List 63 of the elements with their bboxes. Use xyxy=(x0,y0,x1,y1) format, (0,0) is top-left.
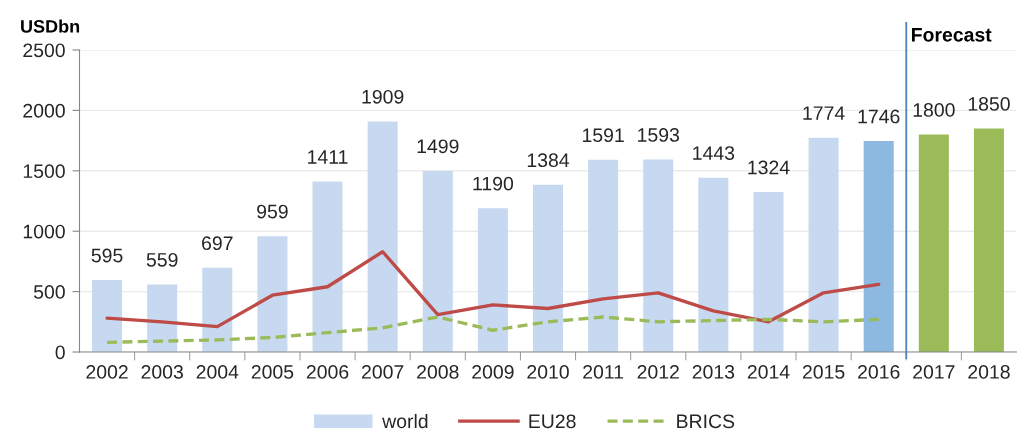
data-label: 1384 xyxy=(527,153,570,168)
bar xyxy=(863,141,894,352)
bar xyxy=(643,159,674,352)
bar xyxy=(532,184,564,352)
legend-label: BRICS xyxy=(677,414,735,429)
x-tick-label: 2010 xyxy=(527,365,569,379)
x-tick-label: 2004 xyxy=(196,365,239,379)
bar xyxy=(422,170,453,352)
ref-line-label: Forecast xyxy=(911,28,992,42)
data-label: 1800 xyxy=(913,103,955,117)
data-label: 1593 xyxy=(638,128,680,142)
x-tick-label: 2006 xyxy=(306,365,349,379)
y-tick-label: 1000 xyxy=(23,224,65,239)
bar xyxy=(918,134,949,352)
data-label: 559 xyxy=(146,252,178,267)
data-label: 1324 xyxy=(748,160,790,175)
x-tick-label: 2008 xyxy=(417,365,459,379)
bar xyxy=(588,159,619,352)
x-tick-label: 2013 xyxy=(692,365,735,379)
y-axis-title: USDbn xyxy=(21,19,80,33)
x-tick-label: 2002 xyxy=(86,365,128,379)
x-tick-label: 2016 xyxy=(858,365,900,379)
legend-label: world xyxy=(382,413,428,429)
x-tick-label: 2005 xyxy=(251,365,294,379)
data-label: 697 xyxy=(202,236,233,251)
x-tick-label: 2015 xyxy=(802,365,845,379)
x-tick-label: 2003 xyxy=(141,365,183,379)
y-tick-label: 2000 xyxy=(23,103,65,118)
bar xyxy=(147,284,178,352)
x-tick-label: 2018 xyxy=(968,365,1010,379)
line-series xyxy=(105,315,881,345)
data-label: 959 xyxy=(257,204,288,219)
data-label: 1443 xyxy=(693,146,735,160)
data-label: 1411 xyxy=(308,150,348,164)
bar xyxy=(312,181,343,352)
x-tick-label: 2009 xyxy=(472,365,514,379)
bar xyxy=(973,128,1004,352)
x-tick-label: 2007 xyxy=(362,365,404,379)
bar xyxy=(92,280,123,352)
bar xyxy=(698,177,729,352)
x-tick-label: 2017 xyxy=(913,365,955,379)
data-label: 1850 xyxy=(968,97,1010,111)
data-label: 1499 xyxy=(417,139,459,154)
bar xyxy=(477,208,508,352)
y-tick-label: 0 xyxy=(55,345,65,360)
y-tick-label: 1500 xyxy=(23,164,65,179)
data-label: 1909 xyxy=(362,89,404,104)
bar xyxy=(257,236,288,352)
data-label: 1746 xyxy=(858,109,900,124)
y-tick-label: 500 xyxy=(33,285,65,299)
bar xyxy=(808,137,839,352)
bar xyxy=(202,267,233,352)
bar xyxy=(367,121,398,352)
y-tick-label: 2500 xyxy=(23,43,65,58)
legend-label: EU28 xyxy=(529,414,576,429)
data-label: 1190 xyxy=(473,176,514,191)
x-tick-label: 2012 xyxy=(637,365,679,379)
data-label: 1774 xyxy=(803,106,845,120)
x-tick-label: 2011 xyxy=(583,365,624,379)
bar xyxy=(753,192,784,352)
data-label: 595 xyxy=(91,248,123,263)
data-label: 1591 xyxy=(582,128,624,143)
x-tick-label: 2014 xyxy=(747,365,790,379)
